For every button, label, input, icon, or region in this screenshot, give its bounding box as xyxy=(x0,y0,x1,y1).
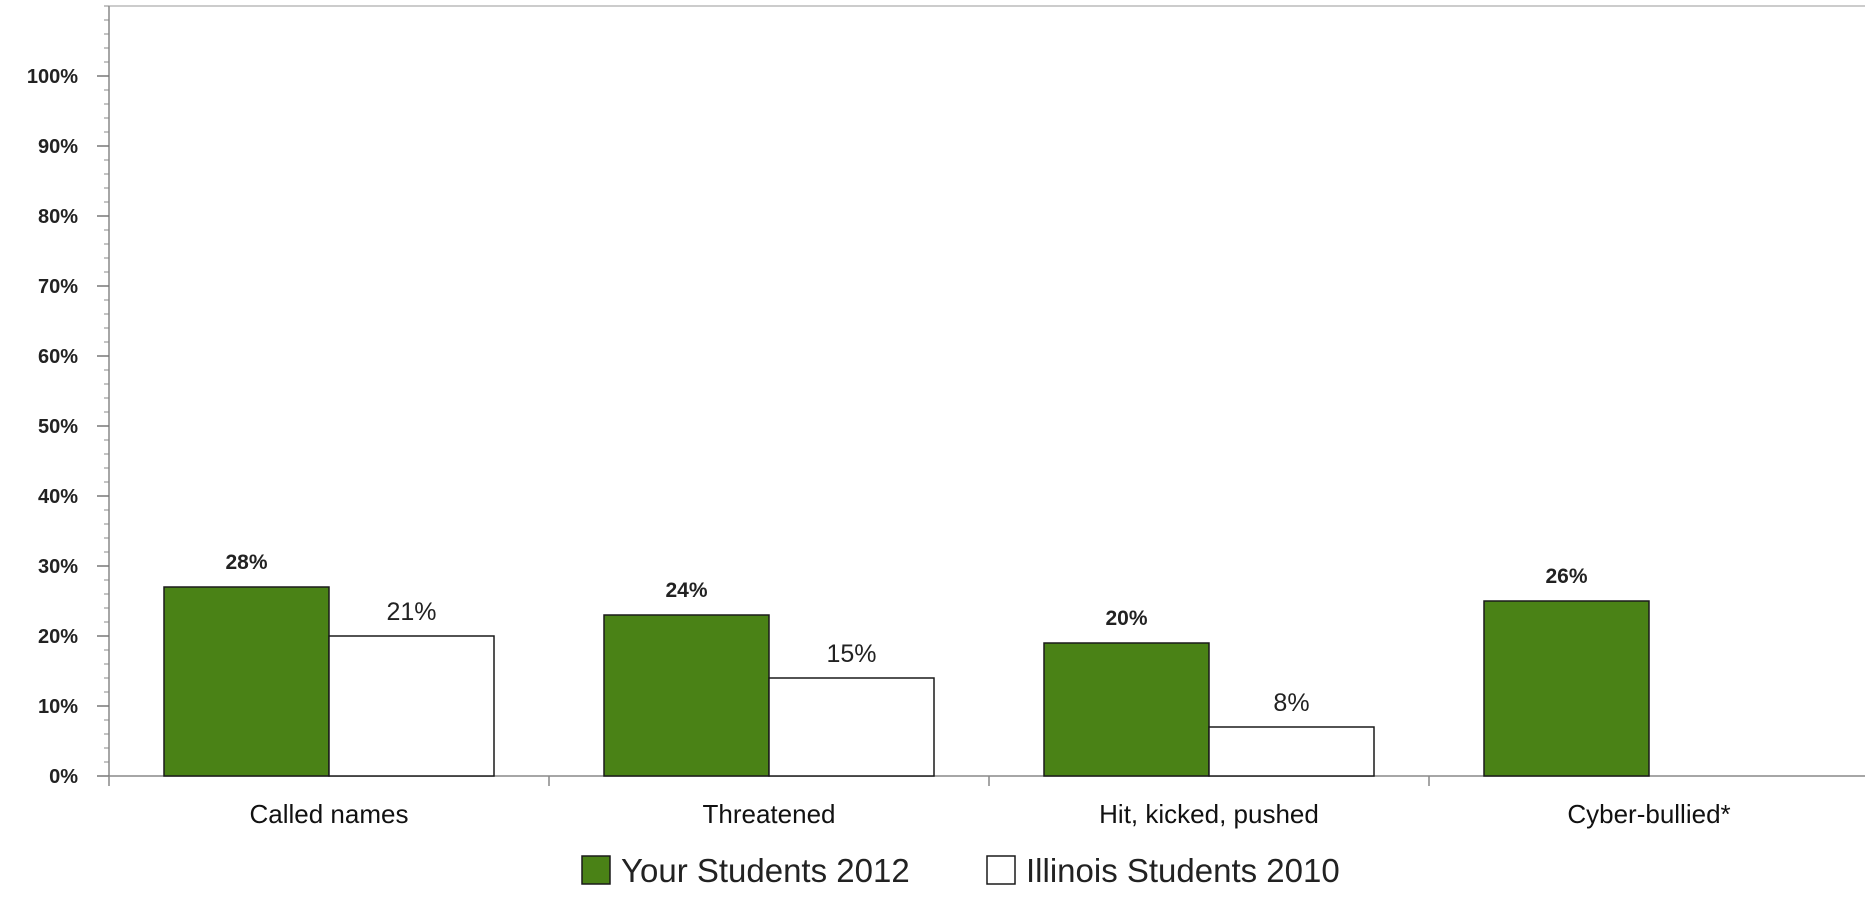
y-tick-label: 50% xyxy=(38,416,78,438)
bar-your-students xyxy=(1483,600,1650,777)
y-tick-label: 60% xyxy=(38,346,78,368)
bar-value-label: 15% xyxy=(826,640,876,668)
bar-value-label: 8% xyxy=(1273,689,1309,717)
bar-your-students xyxy=(1043,642,1210,777)
x-category-label: Hit, kicked, pushed xyxy=(1099,799,1319,829)
legend-your-students-label: Your Students 2012 xyxy=(621,852,910,889)
bar-value-label: 28% xyxy=(225,551,267,574)
x-category-label: Threatened xyxy=(703,799,836,829)
bar-value-label: 21% xyxy=(386,598,436,626)
bar-your-students xyxy=(163,586,330,777)
bar-illinois-students xyxy=(768,677,935,777)
y-tick-label: 30% xyxy=(38,556,78,578)
legend-illinois-students-swatch xyxy=(986,855,1016,885)
bar-value-label: 24% xyxy=(665,579,707,602)
bar-value-label: 26% xyxy=(1545,565,1587,588)
y-tick-label: 0% xyxy=(49,766,78,788)
y-tick-label: 100% xyxy=(27,66,78,88)
y-tick-label: 70% xyxy=(38,276,78,298)
y-tick-label: 20% xyxy=(38,626,78,648)
legend-your-students-swatch xyxy=(581,855,611,885)
bar-your-students xyxy=(603,614,770,777)
y-tick-label: 80% xyxy=(38,206,78,228)
bar-illinois-students xyxy=(1208,726,1375,777)
bar-value-label: 20% xyxy=(1105,607,1147,630)
legend-illinois-students-label: Illinois Students 2010 xyxy=(1026,852,1340,889)
y-tick-label: 90% xyxy=(38,136,78,158)
y-tick-label: 40% xyxy=(38,486,78,508)
x-category-label: Called names xyxy=(250,799,409,829)
bar-illinois-students xyxy=(328,635,495,777)
x-category-label: Cyber-bullied* xyxy=(1567,799,1730,829)
y-tick-label: 10% xyxy=(38,696,78,718)
